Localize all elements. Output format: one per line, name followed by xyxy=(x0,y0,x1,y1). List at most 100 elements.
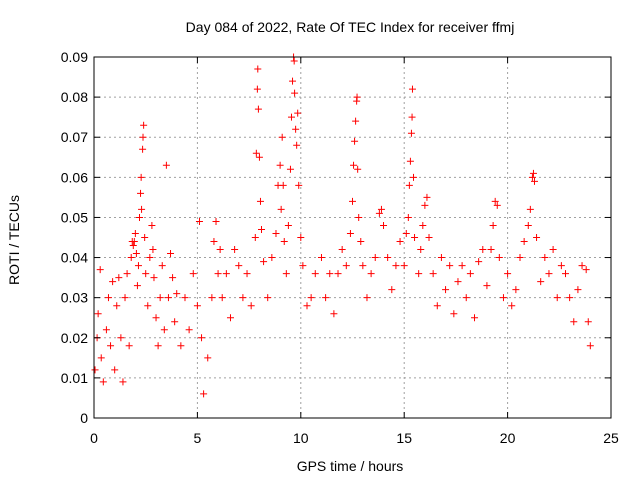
data-point xyxy=(137,173,145,181)
data-point xyxy=(289,77,297,85)
data-point xyxy=(351,137,359,145)
data-point xyxy=(115,274,123,282)
data-point xyxy=(377,205,385,213)
data-point xyxy=(144,302,152,310)
data-point xyxy=(330,310,338,318)
data-point xyxy=(139,133,147,141)
data-point xyxy=(483,282,491,290)
data-point xyxy=(545,270,553,278)
y-axis-label: ROTI / TECUs xyxy=(6,195,22,285)
data-point xyxy=(322,294,330,302)
data-point xyxy=(99,378,107,386)
data-point xyxy=(164,294,172,302)
data-point xyxy=(475,258,483,266)
data-point xyxy=(104,294,112,302)
data-point xyxy=(162,161,170,169)
data-point xyxy=(396,238,404,246)
x-axis: 0 5 10 15 20 25 xyxy=(90,57,619,446)
data-point xyxy=(471,314,479,322)
data-point xyxy=(528,173,536,181)
data-point xyxy=(258,225,266,233)
data-point xyxy=(123,270,131,278)
data-point xyxy=(210,238,218,246)
data-point xyxy=(450,310,458,318)
data-point xyxy=(193,302,201,310)
data-point xyxy=(533,234,541,241)
data-point xyxy=(200,390,208,398)
y-tick-label: 0.01 xyxy=(61,370,88,386)
data-point xyxy=(508,302,516,310)
data-point xyxy=(442,286,450,294)
data-point xyxy=(537,278,545,286)
data-point xyxy=(446,262,454,270)
y-tick-label: 0.04 xyxy=(61,250,88,266)
y-axis: 0 0.01 0.02 0.03 0.04 0.05 0.06 0.07 0.08 0.09 xyxy=(61,49,611,426)
data-point xyxy=(342,262,350,270)
data-point xyxy=(557,262,565,270)
data-point xyxy=(226,314,234,322)
data-point xyxy=(133,282,141,290)
data-point xyxy=(584,318,592,326)
data-point xyxy=(586,342,594,350)
data-point xyxy=(171,318,179,326)
data-point xyxy=(334,270,342,278)
data-point xyxy=(371,254,379,262)
data-point xyxy=(129,242,137,250)
data-point xyxy=(94,310,102,318)
x-tick-label: 5 xyxy=(194,430,202,446)
data-point xyxy=(272,229,280,237)
data-point xyxy=(349,197,356,205)
data-point xyxy=(417,246,425,254)
data-point xyxy=(177,342,185,350)
data-point xyxy=(411,234,419,241)
data-point xyxy=(297,234,305,241)
data-point xyxy=(113,302,121,310)
data-point xyxy=(253,85,261,93)
data-point xyxy=(173,290,181,298)
data-point xyxy=(169,274,177,282)
y-tick-label: 0 xyxy=(80,410,88,426)
data-point xyxy=(218,294,226,302)
data-point xyxy=(185,326,193,334)
data-point xyxy=(526,205,534,213)
data-point xyxy=(363,294,371,302)
data-point xyxy=(252,149,260,157)
data-point xyxy=(406,157,414,165)
data-point xyxy=(402,229,410,237)
data-point xyxy=(530,177,538,185)
data-point xyxy=(415,270,423,278)
data-point xyxy=(499,294,507,302)
data-point xyxy=(512,286,520,294)
data-point xyxy=(268,254,276,262)
data-point xyxy=(291,89,299,97)
data-point xyxy=(562,270,570,278)
data-point xyxy=(392,262,400,270)
data-point xyxy=(574,286,582,294)
data-point xyxy=(96,266,104,274)
data-point xyxy=(127,254,135,262)
data-point xyxy=(582,266,590,274)
data-point xyxy=(317,254,325,262)
data-point xyxy=(255,153,263,161)
data-point xyxy=(326,270,334,278)
data-point xyxy=(286,165,294,173)
data-point xyxy=(138,205,146,213)
data-point xyxy=(487,246,495,254)
data-point xyxy=(367,270,375,278)
chart-title: Day 084 of 2022, Rate Of TEC Index for r… xyxy=(186,19,515,35)
data-point xyxy=(549,246,557,254)
data-point xyxy=(353,93,361,101)
data-point xyxy=(121,294,129,302)
data-point xyxy=(279,181,287,189)
x-tick-label: 0 xyxy=(90,430,98,446)
data-point xyxy=(355,213,363,221)
data-point xyxy=(256,197,264,205)
data-point xyxy=(380,221,388,229)
data-point xyxy=(408,85,416,93)
data-point xyxy=(254,65,262,73)
data-point xyxy=(354,165,362,173)
data-point xyxy=(292,125,300,133)
data-point xyxy=(91,366,99,374)
data-point xyxy=(295,181,303,189)
data-point xyxy=(493,201,501,209)
